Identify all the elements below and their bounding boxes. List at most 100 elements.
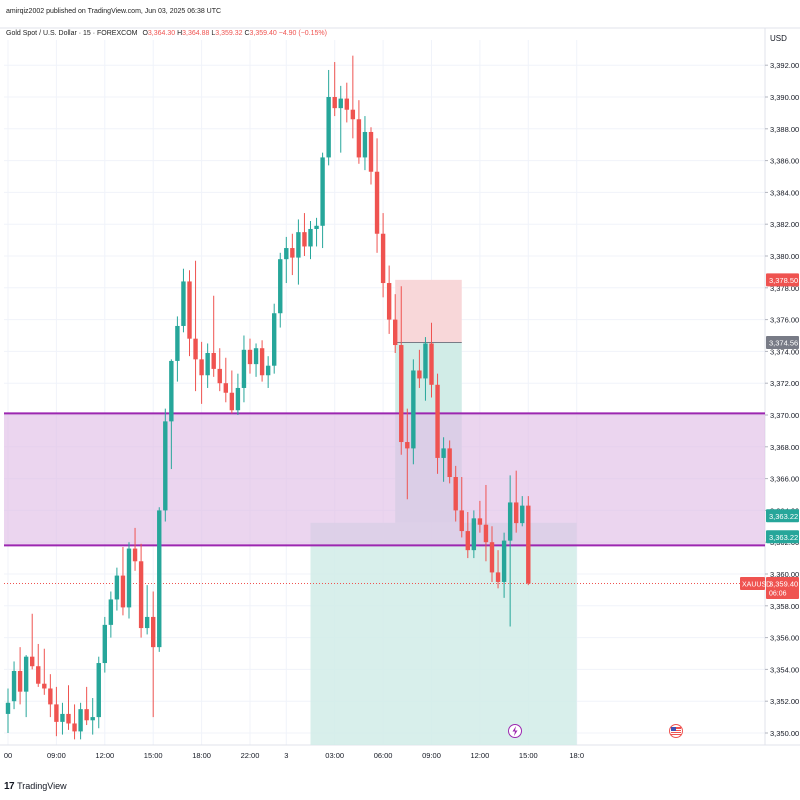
candle-body: [483, 524, 489, 543]
candle: [326, 69, 331, 166]
us-flag-event-icon[interactable]: [669, 724, 683, 738]
price-label-text: 3,363.22: [769, 512, 798, 521]
candle-body: [199, 359, 204, 376]
candle: [66, 685, 71, 730]
candle-body: [278, 259, 283, 314]
price-tick-label: 3,374.00: [770, 347, 799, 356]
candle: [459, 477, 464, 538]
chart-event-icons: [508, 724, 683, 738]
candle: [223, 357, 228, 403]
price-axis-label[interactable]: 3,378.50: [766, 273, 799, 287]
candle: [507, 475, 513, 627]
candle: [187, 270, 192, 357]
candle-body: [320, 157, 325, 226]
symbol-title: Gold Spot / U.S. Dollar · 15 · FOREXCOM: [6, 30, 138, 37]
symbol-legend[interactable]: Gold Spot / U.S. Dollar · 15 · FOREXCOM …: [6, 30, 327, 37]
candle: [241, 335, 247, 403]
price-tick-label: 3,384.00: [770, 188, 799, 197]
candle-body: [393, 319, 398, 346]
chart-header: amirqiz2002 published on TradingView.com…: [6, 8, 327, 37]
candle: [163, 408, 168, 522]
candle: [23, 655, 29, 718]
time-tick-label: 15:00: [519, 751, 538, 760]
candle-body: [144, 616, 150, 629]
candle-body: [514, 502, 519, 524]
time-tick-label: 3: [284, 751, 288, 760]
price-tick-label: 3,386.00: [770, 157, 799, 166]
candle: [217, 348, 222, 392]
candle-body: [265, 365, 271, 376]
candle: [138, 543, 144, 638]
time-tick-label: 15:00: [144, 751, 163, 760]
price-labels: 3,378.50 3,374.56 3,363.22 3,363.22 3,359.40…: [740, 273, 799, 600]
candle-body: [163, 421, 168, 511]
candle-body: [30, 656, 35, 667]
price-axis-label[interactable]: 3,359.40 06:06 XAUUSD: [740, 577, 799, 600]
candle: [247, 338, 253, 374]
candle-body: [175, 325, 180, 361]
candle-body: [66, 713, 71, 724]
candle-body: [423, 343, 428, 379]
price-tick-label: 3,376.00: [770, 316, 799, 325]
candle-body: [60, 713, 65, 722]
price-axis-label[interactable]: 3,374.56: [766, 335, 799, 349]
candle-body: [36, 666, 41, 684]
currency-label[interactable]: USD: [770, 34, 787, 43]
candle: [42, 648, 47, 695]
candlestick-series: [5, 55, 531, 740]
candle: [399, 286, 404, 455]
candle-body: [96, 663, 101, 718]
ohlc-high: 3,364.88: [182, 30, 210, 37]
candle-body: [217, 368, 222, 384]
candle-body: [326, 97, 331, 158]
candle-body: [344, 98, 349, 110]
time-tick-label: 18:0: [569, 751, 584, 760]
ohlc-high-label: H: [177, 30, 183, 37]
candle-body: [441, 448, 446, 458]
supply-zone-band: [4, 413, 765, 546]
ohlc-open-label: O: [142, 30, 148, 37]
candle-body: [211, 352, 216, 369]
candle-body: [108, 599, 114, 625]
candle: [181, 268, 186, 333]
lightning-event-icon[interactable]: [508, 724, 522, 738]
candle-body: [447, 448, 452, 478]
candle: [447, 440, 452, 484]
candle-body: [247, 349, 253, 365]
price-tick-label: 3,356.00: [770, 634, 799, 643]
candle-body: [338, 98, 343, 109]
candle: [405, 408, 410, 500]
candle: [514, 470, 519, 533]
candle: [380, 213, 386, 298]
price-label-text: 3,359.40: [769, 580, 798, 589]
price-axis-label[interactable]: 3,363.22: [766, 509, 799, 523]
candle: [126, 542, 132, 619]
candle-body: [259, 348, 265, 376]
candle: [84, 686, 89, 726]
candle: [205, 343, 210, 388]
candle: [265, 356, 271, 388]
candle-body: [17, 670, 23, 692]
candle: [393, 294, 398, 353]
candle-body: [187, 281, 192, 339]
publisher-line: amirqiz2002 published on TradingView.com…: [6, 8, 222, 15]
candle-body: [157, 510, 162, 648]
candle-body: [507, 502, 513, 541]
candle: [60, 702, 65, 735]
ohlc-change: −4.90 (−0.15%): [278, 30, 327, 37]
price-axis-label[interactable]: 3,363.22: [766, 530, 799, 544]
time-tick-label: 03:00: [325, 751, 344, 760]
candle-body: [501, 540, 507, 582]
price-label-text: 3,363.22: [769, 533, 798, 542]
candle-body: [205, 352, 210, 376]
price-label-text: 3,378.50: [769, 276, 798, 285]
time-tick-label: 12:00: [95, 751, 114, 760]
candle-body: [314, 225, 319, 229]
candle: [259, 340, 265, 382]
candle: [483, 484, 489, 562]
candle-body: [520, 505, 525, 524]
candle: [520, 496, 525, 527]
candle-body: [181, 281, 186, 326]
candle-body: [272, 313, 277, 366]
